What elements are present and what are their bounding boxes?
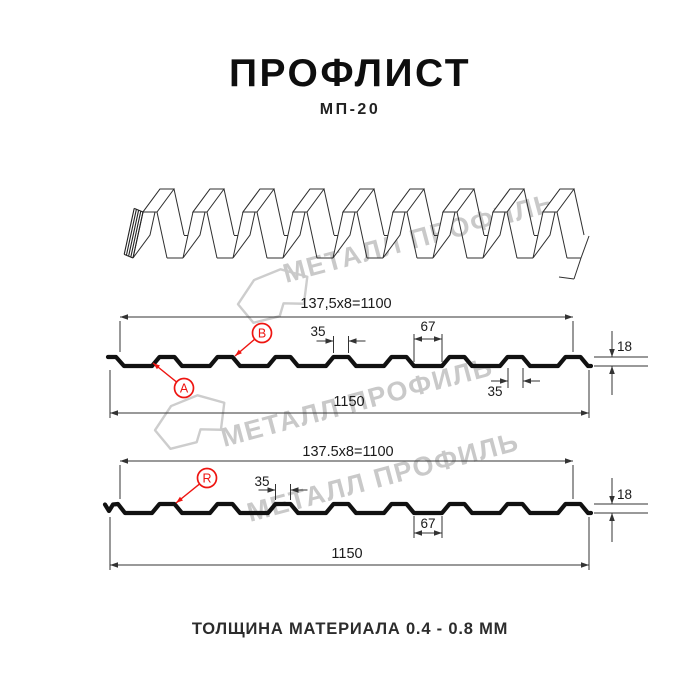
product-code: МП-20 — [319, 101, 381, 118]
dimension-label-coverage-bottom: 137.5x8=1100 — [302, 444, 393, 460]
dimension-label-overall-bottom: 1150 — [331, 546, 362, 562]
callout-markers — [152, 322, 273, 504]
callout-a-letter: A — [180, 382, 189, 396]
watermark-text: МЕТАЛЛ ПРОФИЛЬ — [280, 187, 559, 289]
profile-section-bottom — [102, 458, 648, 570]
dimension-label-valley-top: 67 — [420, 319, 435, 334]
dimension-label-crest-top: 35 — [310, 324, 325, 339]
callout-r-letter: R — [202, 472, 211, 486]
dimension-label-height-top: 18 — [617, 339, 632, 354]
dimension-label-crest-base-top: 35 — [487, 384, 502, 399]
brand-logo-icon — [153, 394, 226, 451]
brand-logo-icon — [236, 268, 309, 325]
dimension-label-overall-top: 1150 — [333, 394, 364, 410]
page-title: ПРОФЛИСТ — [228, 52, 472, 95]
dimension-label-valley-bottom: 67 — [420, 516, 435, 531]
dimension-label-height-bottom: 18 — [617, 487, 632, 502]
profile-section-top — [105, 314, 648, 418]
dimension-label-crest-bottom: 35 — [254, 474, 269, 489]
thickness-note: ТОЛЩИНА МАТЕРИАЛА 0.4 - 0.8 ММ — [191, 620, 509, 638]
callout-b-letter: B — [258, 327, 266, 341]
corrugated-sheet-3d-view — [123, 188, 590, 280]
dimension-label-coverage-top: 137,5x8=1100 — [300, 296, 391, 312]
